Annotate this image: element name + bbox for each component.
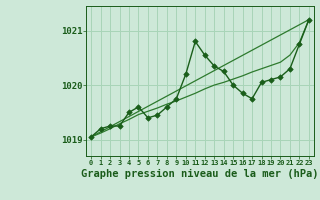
X-axis label: Graphe pression niveau de la mer (hPa): Graphe pression niveau de la mer (hPa): [81, 169, 319, 179]
